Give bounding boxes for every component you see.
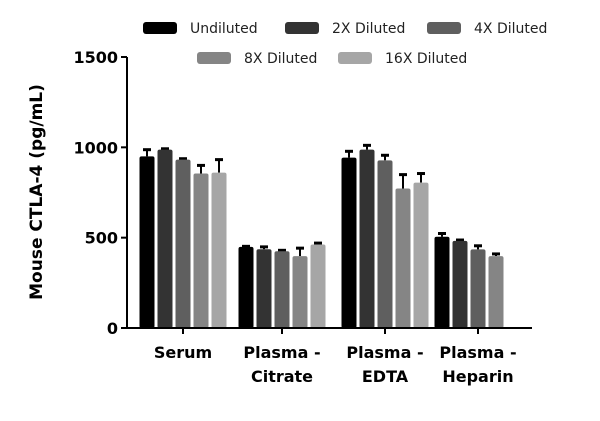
bar — [157, 149, 173, 328]
y-tick-label: 1500 — [73, 48, 118, 67]
bars — [139, 143, 504, 328]
bar — [341, 157, 357, 328]
legend-label: 8X Diluted — [244, 51, 317, 67]
bar — [359, 149, 375, 328]
bar — [193, 173, 209, 328]
legend-label: Undiluted — [190, 21, 258, 37]
x-tick-label-line2: Heparin — [442, 367, 513, 386]
legend-swatch — [427, 22, 461, 34]
bar — [470, 249, 486, 328]
bar — [377, 160, 393, 328]
legend-label: 4X Diluted — [474, 21, 547, 37]
legend-swatch — [143, 22, 177, 34]
bar — [211, 172, 227, 328]
y-axis: 0 500 1000 1500 — [73, 48, 128, 338]
y-tick-label: 0 — [107, 319, 118, 338]
bar — [274, 251, 290, 328]
bar — [452, 240, 468, 328]
x-tick-label-line2: EDTA — [362, 367, 409, 386]
legend-label: 2X Diluted — [332, 21, 405, 37]
legend: Undiluted 2X Diluted 4X Diluted 8X Diluted 1… — [143, 21, 547, 67]
x-tick-label: Plasma - — [243, 343, 320, 362]
x-tick-label: Plasma - — [346, 343, 423, 362]
bar — [139, 156, 155, 328]
x-tick-label-line2: Citrate — [251, 367, 313, 386]
bar — [175, 159, 191, 328]
legend-swatch — [197, 52, 231, 64]
legend-swatch — [285, 22, 319, 34]
bar — [488, 256, 504, 328]
x-tick-label: Serum — [154, 343, 212, 362]
bar — [310, 244, 326, 328]
y-tick-label: 500 — [85, 229, 118, 248]
bar — [413, 182, 429, 328]
bar — [238, 246, 254, 328]
x-axis: Serum Plasma - Citrate Plasma - EDTA Plasma -… — [126, 327, 532, 386]
bar — [395, 188, 411, 328]
legend-label: 16X Diluted — [385, 51, 467, 67]
bar — [256, 249, 272, 328]
x-tick-label: Plasma - — [439, 343, 516, 362]
legend-swatch — [338, 52, 372, 64]
y-tick-label: 1000 — [73, 138, 118, 157]
bar — [292, 256, 308, 328]
bar — [434, 236, 450, 328]
y-axis-label: Mouse CTLA-4 (pg/mL) — [27, 84, 47, 300]
